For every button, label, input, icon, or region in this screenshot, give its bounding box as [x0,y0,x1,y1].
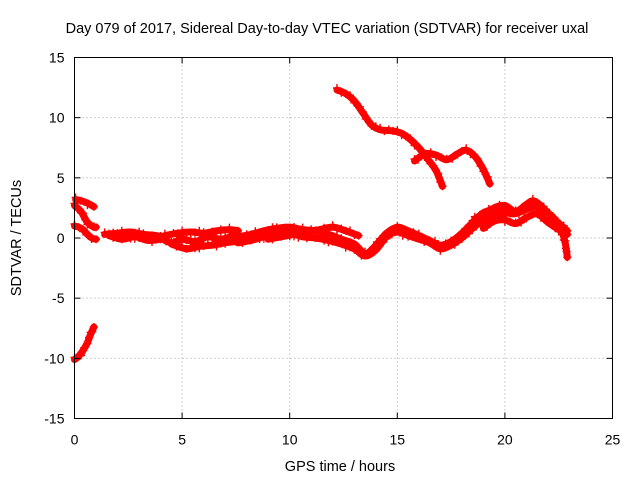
series-markers [479,207,572,239]
series-markers [470,200,572,235]
series-arc-14 [410,144,494,188]
y-tick-label: 5 [57,170,65,186]
y-tick-label: -15 [44,411,64,427]
chart-title: Day 079 of 2017, Sidereal Day-to-day VTE… [66,21,589,37]
series-markers [104,229,165,246]
series-arc-8 [167,237,240,253]
y-axis-label: SDTVAR / TECUs [9,180,25,296]
series-markers [156,231,238,247]
y-tick-label: 0 [57,230,65,246]
series-layer [70,84,572,364]
tick-layer [74,57,613,419]
y-tick-label: -5 [52,290,65,306]
tick-label-layer: 0 5 10 15 20 25 -15 -10 -5 0 5 10 15 [44,50,620,448]
x-tick-label: 25 [605,432,621,448]
x-tick-label: 5 [178,432,186,448]
series-arc-6 [104,229,165,246]
series-markers [264,221,363,244]
x-tick-label: 10 [282,432,298,448]
series-markers [71,193,98,211]
y-tick-label: -10 [44,350,64,366]
series-arc-7 [160,223,243,240]
x-tick-label: 0 [71,432,79,448]
series-arc-9 [156,231,238,247]
series-arc-12 [264,221,363,244]
series-arc-13 [333,84,447,191]
x-tick-label: 20 [497,432,513,448]
series-arc-2 [71,193,98,211]
y-tick-label: 15 [49,50,65,66]
x-axis-label: GPS time / hours [285,459,395,475]
x-tick-label: 15 [390,432,406,448]
series-markers [410,144,494,188]
series-arc-16 [479,207,572,239]
series-arc-17 [470,200,572,235]
series-line [333,86,446,190]
y-tick-label: 10 [49,110,65,126]
